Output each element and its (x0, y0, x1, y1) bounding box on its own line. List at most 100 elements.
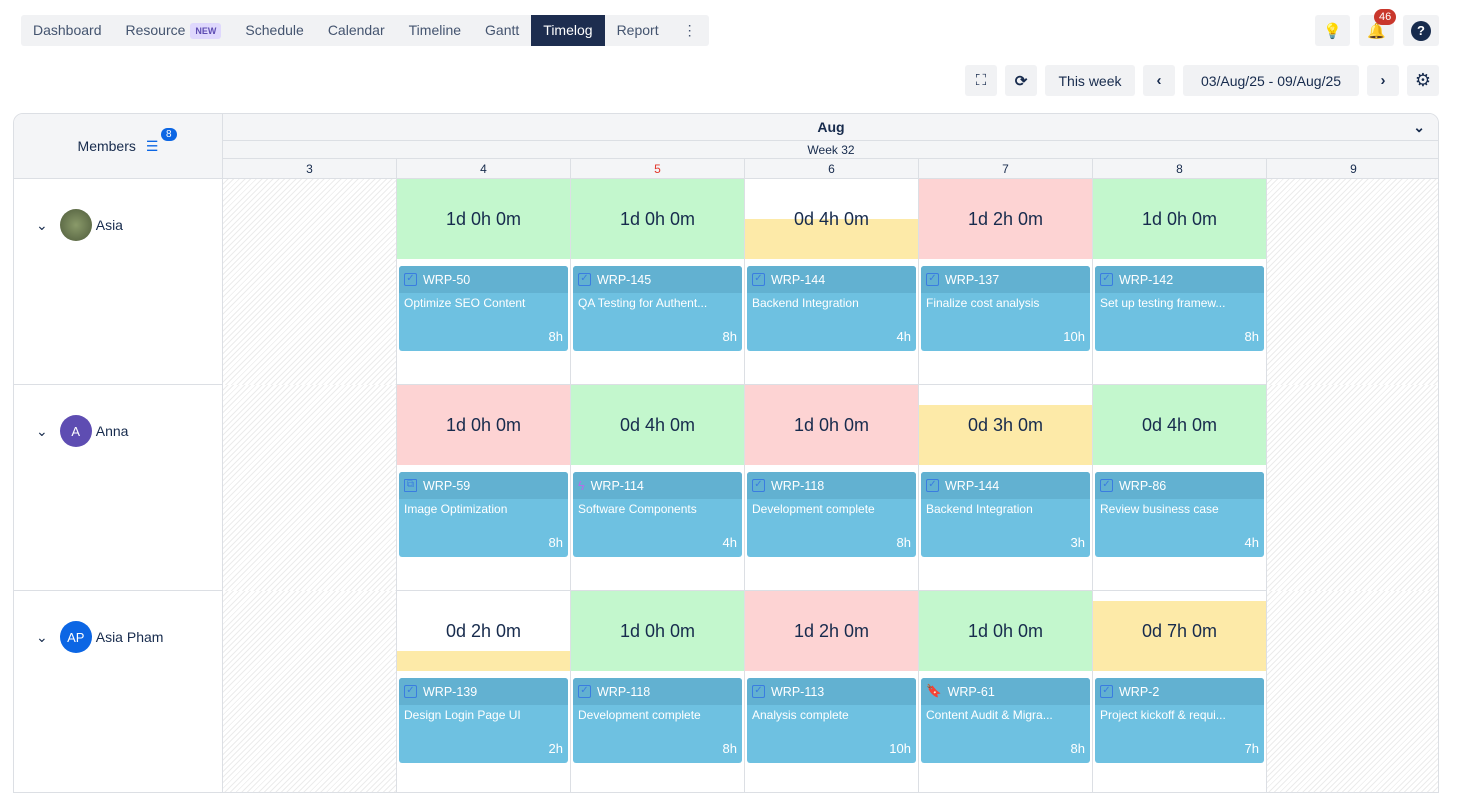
tab-schedule[interactable]: Schedule (233, 15, 315, 46)
issue-key: WRP-145 (597, 272, 652, 287)
fullscreen-icon[interactable]: ⛶ (965, 65, 997, 96)
tab-resource[interactable]: Resource NEW (114, 15, 234, 46)
worklog-card[interactable]: 🔖 WRP-61 Content Audit & Migra... 8h (921, 678, 1090, 763)
total-text: 1d 2h 0m (793, 620, 870, 641)
worklog-card[interactable]: ✓ WRP-144 Backend Integration 4h (747, 266, 916, 351)
capacity-fill (397, 385, 570, 465)
timelog-grid: Members ☰ 8 Aug ⌄ Week 32 3 4 5 6 7 8 9 ⌄ Asia 1… (13, 113, 1439, 793)
task-icon: ✓ (404, 273, 417, 286)
view-tabs: Dashboard Resource NEW Schedule Calendar Time… (21, 15, 709, 46)
tab-gantt[interactable]: Gantt (473, 15, 531, 46)
weekend-cell (1267, 179, 1438, 385)
day-cell[interactable]: 0d 3h 0m ✓ WRP-144 Backend Integration 3h (919, 385, 1093, 591)
worklog-card[interactable]: ϟ WRP-114 Software Components 4h (573, 472, 742, 557)
filter-icon[interactable]: ☰ (145, 137, 159, 154)
daily-total: 0d 4h 0m (745, 179, 918, 259)
capacity-fill (571, 591, 744, 671)
settings-icon[interactable]: ⚙ (1407, 65, 1439, 96)
day-cell[interactable]: 1d 0h 0m ✓ WRP-118 Development complete 8… (745, 385, 919, 591)
help-icon[interactable]: ? (1403, 15, 1439, 46)
member-cell: ⌄ Asia (14, 179, 223, 385)
more-icon[interactable]: ⋮ (682, 22, 697, 38)
weekend-cell (223, 591, 397, 792)
member-cell: ⌄ AP Asia Pham (14, 591, 223, 792)
worklog-card[interactable]: ✓ WRP-137 Finalize cost analysis 10h (921, 266, 1090, 351)
date-range[interactable]: 03/Aug/25 - 09/Aug/25 (1183, 65, 1359, 96)
worklog-card[interactable]: ✓ WRP-142 Set up testing framew... 8h (1095, 266, 1264, 351)
issue-title: QA Testing for Authent... (578, 296, 708, 310)
logged-hours: 8h (1070, 741, 1085, 756)
expand-chevron-icon[interactable]: ⌄ (36, 216, 48, 233)
new-badge: NEW (190, 22, 222, 39)
issue-title: Backend Integration (752, 296, 859, 310)
worklog-card[interactable]: ✓ WRP-86 Review business case 4h (1095, 472, 1264, 557)
notification-count: 46 (1374, 9, 1397, 25)
day-cell[interactable]: 1d 2h 0m ✓ WRP-137 Finalize cost analysis… (919, 179, 1093, 385)
members-header: Members ☰ (14, 114, 223, 179)
logged-hours: 3h (1070, 535, 1085, 550)
issue-title: Review business case (1100, 502, 1219, 516)
next-week-button[interactable]: › (1367, 65, 1399, 96)
day-cell[interactable]: 1d 0h 0m ✓ WRP-142 Set up testing framew.… (1093, 179, 1267, 385)
expand-chevron-icon[interactable]: ⌄ (36, 628, 48, 645)
day-header: 9 (1267, 159, 1438, 179)
tab-label: Gantt (485, 22, 520, 38)
total-text: 1d 2h 0m (967, 208, 1044, 229)
day-cell[interactable]: 1d 0h 0m ✓ WRP-50 Optimize SEO Content 8h (397, 179, 571, 385)
worklog-card[interactable]: ✓ WRP-2 Project kickoff & requi... 7h (1095, 678, 1264, 763)
this-week-button[interactable]: This week (1045, 65, 1135, 96)
issue-key: WRP-118 (771, 478, 825, 493)
capacity-fill (1093, 179, 1266, 259)
lightbulb-icon[interactable]: 💡 (1315, 15, 1350, 46)
capacity-fill (571, 385, 744, 465)
day-cell[interactable]: 0d 4h 0m ✓ WRP-144 Backend Integration 4h (745, 179, 919, 385)
day-cell[interactable]: 1d 0h 0m 🔖 WRP-61 Content Audit & Migra..… (919, 591, 1093, 792)
total-text: 1d 0h 0m (967, 620, 1044, 641)
expand-chevron-icon[interactable]: ⌄ (36, 422, 48, 439)
logged-hours: 8h (548, 329, 563, 344)
total-text: 0d 4h 0m (1141, 414, 1218, 435)
capacity-fill (571, 179, 744, 259)
member-name: Anna (95, 423, 129, 439)
day-cell[interactable]: 0d 4h 0m ϟ WRP-114 Software Components 4h (571, 385, 745, 591)
issue-title: Finalize cost analysis (926, 296, 1040, 310)
total-text: 1d 0h 0m (619, 620, 696, 641)
day-cell[interactable]: 0d 2h 0m ✓ WRP-139 Design Login Page UI 2… (397, 591, 571, 792)
prev-week-button[interactable]: ‹ (1143, 65, 1175, 96)
worklog-card[interactable]: ✓ WRP-139 Design Login Page UI 2h (399, 678, 568, 763)
day-cell[interactable]: 0d 7h 0m ✓ WRP-2 Project kickoff & requi.… (1093, 591, 1267, 792)
capacity-fill (919, 591, 1092, 671)
tab-timeline[interactable]: Timeline (397, 15, 473, 46)
worklog-card[interactable]: ✓ WRP-118 Development complete 8h (573, 678, 742, 763)
task-icon: ✓ (752, 685, 765, 698)
tab-timelog[interactable]: Timelog (531, 15, 605, 46)
logged-hours: 4h (1244, 535, 1259, 550)
capacity-fill (745, 385, 918, 465)
capacity-fill (745, 219, 918, 259)
day-cell[interactable]: 1d 0h 0m ✓ WRP-118 Development complete 8… (571, 591, 745, 792)
refresh-icon[interactable]: ⟳ (1005, 65, 1037, 96)
day-cell[interactable]: 1d 0h 0m ⧉ WRP-59 Image Optimization 8h (397, 385, 571, 591)
daily-total: 0d 3h 0m (919, 385, 1092, 465)
day-cell[interactable]: 1d 2h 0m ✓ WRP-113 Analysis complete 10h (745, 591, 919, 792)
logged-hours: 2h (548, 741, 563, 756)
day-cell[interactable]: 1d 0h 0m ✓ WRP-145 QA Testing for Authent… (571, 179, 745, 385)
worklog-card[interactable]: ✓ WRP-118 Development complete 8h (747, 472, 916, 557)
tab-calendar[interactable]: Calendar (316, 15, 397, 46)
worklog-card[interactable]: ✓ WRP-145 QA Testing for Authent... 8h (573, 266, 742, 351)
tab-report[interactable]: Report (605, 15, 671, 46)
worklog-card[interactable]: ✓ WRP-113 Analysis complete 10h (747, 678, 916, 763)
worklog-card[interactable]: ⧉ WRP-59 Image Optimization 8h (399, 472, 568, 557)
daily-total: 0d 7h 0m (1093, 591, 1266, 671)
worklog-card[interactable]: ✓ WRP-50 Optimize SEO Content 8h (399, 266, 568, 351)
issue-key: WRP-61 (947, 684, 995, 699)
tab-dashboard[interactable]: Dashboard (21, 15, 114, 46)
tab-label: Dashboard (33, 22, 102, 38)
logged-hours: 7h (1244, 741, 1259, 756)
collapse-chevron-icon[interactable]: ⌄ (1413, 118, 1425, 135)
member-row: ⌄ AP Asia Pham 0d 2h 0m ✓ WRP-139 Design Lo… (14, 591, 1438, 792)
worklog-card[interactable]: ✓ WRP-144 Backend Integration 3h (921, 472, 1090, 557)
task-icon: ✓ (752, 479, 765, 492)
day-cell[interactable]: 0d 4h 0m ✓ WRP-86 Review business case 4h (1093, 385, 1267, 591)
avatar: A (59, 415, 92, 447)
